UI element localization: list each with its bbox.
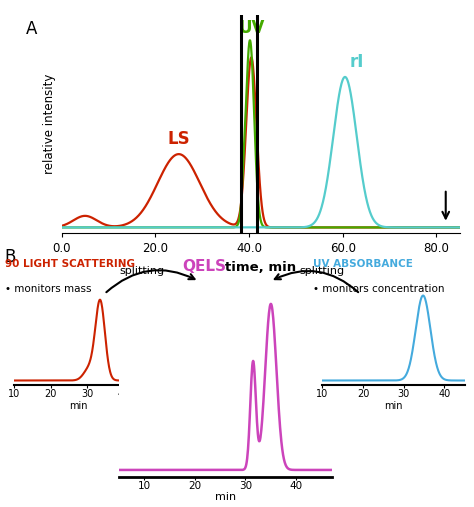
Y-axis label: relative intensity: relative intensity: [43, 74, 56, 174]
Text: B: B: [5, 248, 16, 267]
Text: QELS: QELS: [182, 259, 226, 274]
X-axis label: min: min: [69, 401, 88, 411]
X-axis label: min: min: [384, 401, 403, 411]
Text: splitting: splitting: [300, 266, 345, 276]
X-axis label: min: min: [215, 492, 236, 502]
Text: • monitors mass: • monitors mass: [5, 284, 91, 294]
Text: splitting: splitting: [119, 266, 165, 276]
Text: rI: rI: [349, 53, 364, 71]
X-axis label: time, min: time, min: [225, 261, 296, 274]
Text: 90 LIGHT SCATTERING: 90 LIGHT SCATTERING: [5, 259, 135, 269]
Text: A: A: [26, 20, 37, 38]
Text: LS: LS: [167, 130, 190, 149]
Text: UV ABSORBANCE: UV ABSORBANCE: [313, 259, 413, 269]
Text: • monitors concentration: • monitors concentration: [313, 284, 444, 294]
Text: UV: UV: [238, 19, 264, 37]
